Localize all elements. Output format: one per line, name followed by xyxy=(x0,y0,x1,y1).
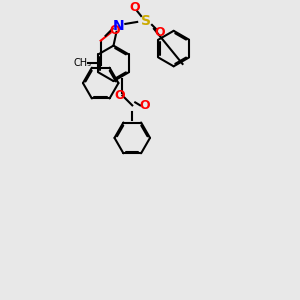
Text: O: O xyxy=(140,99,150,112)
Text: O: O xyxy=(154,26,165,39)
Text: N: N xyxy=(112,19,124,33)
Text: O: O xyxy=(129,1,140,13)
Text: O: O xyxy=(114,89,125,102)
Text: S: S xyxy=(141,14,151,28)
Text: CH₃: CH₃ xyxy=(74,58,92,68)
Text: O: O xyxy=(109,24,120,37)
